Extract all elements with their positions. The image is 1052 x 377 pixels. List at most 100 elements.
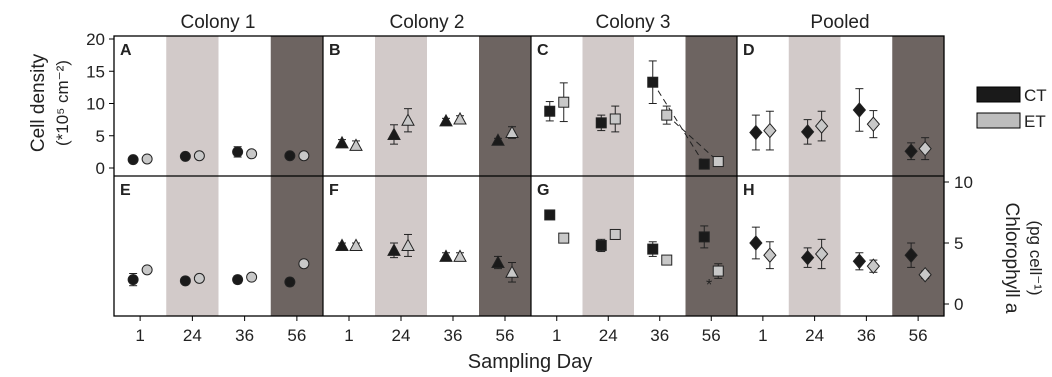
et-marker [866, 116, 881, 132]
x-tick-label: 36 [857, 326, 876, 345]
column-title-4: Pooled [810, 12, 869, 33]
column-title-2: Colony 2 [390, 12, 465, 33]
ct-marker [698, 158, 710, 170]
ct-marker [647, 243, 659, 255]
et-marker [712, 265, 724, 277]
x-tick-label: 1 [552, 326, 561, 345]
et-marker [763, 122, 777, 139]
panel-label: E [120, 182, 131, 199]
legend-label-ct: CT [1024, 86, 1047, 105]
y-axis-title-right: Chlorophyll a [1001, 203, 1022, 314]
x-tick-label: 56 [287, 326, 306, 345]
x-tick-label: 1 [135, 326, 144, 345]
et-marker [453, 249, 467, 262]
et-marker [246, 148, 258, 160]
ct-marker [232, 274, 244, 286]
ct-marker [595, 239, 607, 251]
et-marker [246, 271, 258, 283]
legend: CT ET [976, 86, 1047, 131]
panel-label: G [537, 182, 549, 199]
et-marker [349, 138, 363, 151]
ct-marker [387, 243, 401, 256]
et-marker [349, 238, 363, 251]
et-marker [609, 228, 621, 240]
ct-marker [647, 76, 659, 88]
et-marker [298, 150, 310, 162]
legend-swatch-ct [976, 86, 1021, 103]
x-tick-label: 36 [235, 326, 254, 345]
et-marker [609, 113, 621, 125]
et-marker [401, 238, 415, 251]
y-tick-label-right: 5 [954, 234, 963, 253]
legend-swatch-et [976, 112, 1021, 129]
y-tick-label-left: 10 [86, 95, 105, 114]
ct-marker [335, 135, 349, 149]
x-tick-label: 24 [805, 326, 824, 345]
ct-marker [800, 124, 815, 140]
ct-marker [439, 249, 453, 262]
et-marker [814, 118, 829, 134]
y-axis-unit-right: (pg cell⁻¹) [1026, 220, 1045, 295]
panel-label: D [743, 42, 755, 59]
x-tick-label: 56 [496, 326, 515, 345]
ct-marker [439, 113, 453, 127]
y-tick-label-left: 0 [96, 159, 105, 178]
et-marker [814, 246, 829, 262]
x-tick-label: 1 [344, 326, 353, 345]
panel-label: B [329, 42, 341, 59]
ct-line [652, 81, 705, 165]
ct-marker [179, 150, 191, 162]
ct-marker [491, 133, 505, 146]
x-tick-label: 24 [599, 326, 618, 345]
ct-marker [544, 105, 556, 117]
ct-marker [127, 154, 139, 166]
x-tick-label: 1 [758, 326, 767, 345]
ct-marker [749, 124, 763, 141]
et-marker [918, 266, 932, 283]
et-marker [141, 153, 153, 165]
column-title-1: Colony 1 [181, 12, 256, 33]
ct-marker [800, 249, 815, 266]
et-marker [193, 150, 205, 162]
panel-label: H [743, 182, 755, 199]
ct-marker [904, 247, 918, 263]
ct-marker [544, 209, 556, 221]
data-points: A B C D E F G H [120, 42, 932, 288]
ct-marker [284, 150, 296, 162]
ct-marker [852, 253, 867, 270]
et-marker [193, 272, 205, 284]
ct-marker [595, 117, 607, 129]
et-marker [918, 140, 932, 157]
ct-marker [904, 143, 918, 159]
ct-marker [127, 274, 139, 286]
y-tick-label-right: 0 [954, 295, 963, 314]
column-title-3: Colony 3 [596, 12, 671, 33]
y-axis-title-left: Cell density [28, 53, 49, 152]
et-marker [866, 258, 881, 274]
et-marker [558, 232, 570, 244]
et-marker [661, 109, 673, 121]
x-axis-title: Sampling Day [468, 351, 593, 373]
y-axis-unit-left: (*10⁵ cm⁻²) [53, 60, 72, 146]
y-tick-label-left: 5 [96, 127, 105, 146]
significance-asterisk: * [706, 277, 712, 294]
ct-marker [284, 276, 296, 288]
ct-marker [335, 238, 349, 251]
et-marker [298, 258, 310, 270]
panel-label: A [120, 42, 132, 59]
panel-label: F [329, 182, 339, 199]
et-line [666, 114, 719, 162]
x-tick-label: 56 [909, 326, 928, 345]
panel-label: C [537, 42, 549, 59]
ct-marker [852, 102, 867, 118]
y-tick-label-right: 10 [954, 173, 973, 192]
et-marker [141, 264, 153, 276]
x-tick-label: 24 [392, 326, 411, 345]
ct-marker [749, 235, 763, 251]
ct-marker [698, 231, 710, 243]
y-tick-label-left: 20 [86, 30, 105, 49]
panel-frames [113, 35, 945, 317]
axes: 0 5 10 15 20 0 5 10 1 24 36 56 1 24 36 56 1 24 36 56 1 24 36 56 [86, 30, 973, 345]
ct-marker [387, 127, 401, 140]
x-tick-label: 36 [650, 326, 669, 345]
